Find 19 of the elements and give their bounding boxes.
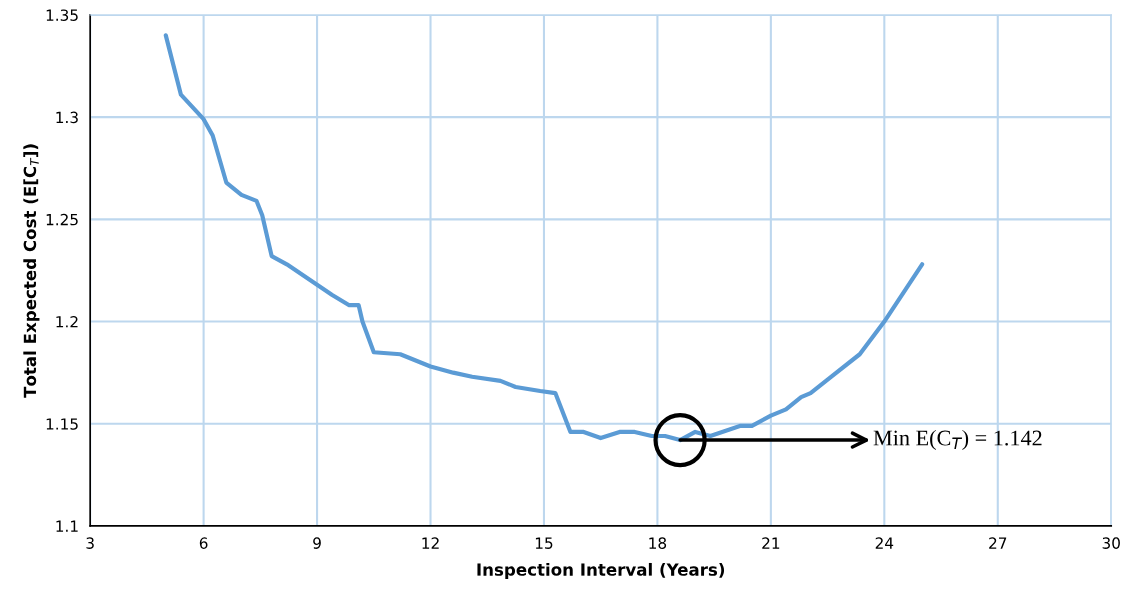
- y-tick-label: 1.15: [46, 418, 78, 430]
- x-tick-label: 12: [422, 537, 439, 549]
- x-tick-label: 6: [199, 537, 208, 549]
- y-tick-label: 1.1: [56, 520, 78, 532]
- y-tick-label: 1.25: [46, 213, 78, 226]
- x-tick-label: 24: [875, 537, 894, 549]
- y-tick-label: 1.2: [56, 316, 78, 328]
- y-axis-title: Total Expected Cost (E[C$_{T}$]): [23, 144, 40, 398]
- x-tick-label: 9: [313, 537, 321, 549]
- x-tick-label: 21: [762, 537, 780, 549]
- x-tick-label: 27: [989, 537, 1007, 549]
- y-tick-label: 1.35: [46, 9, 78, 21]
- x-tick-label: 30: [1102, 537, 1120, 549]
- x-tick-label: 15: [535, 537, 553, 549]
- x-axis-title: Inspection Interval (Years): [477, 562, 725, 580]
- annotation: Min E(C$_{T}$) = 1.142: [873, 429, 1042, 451]
- x-tick-label: 18: [649, 537, 667, 549]
- x-tick-label: 3: [86, 537, 94, 549]
- y-tick-label: 1.3: [56, 111, 78, 124]
